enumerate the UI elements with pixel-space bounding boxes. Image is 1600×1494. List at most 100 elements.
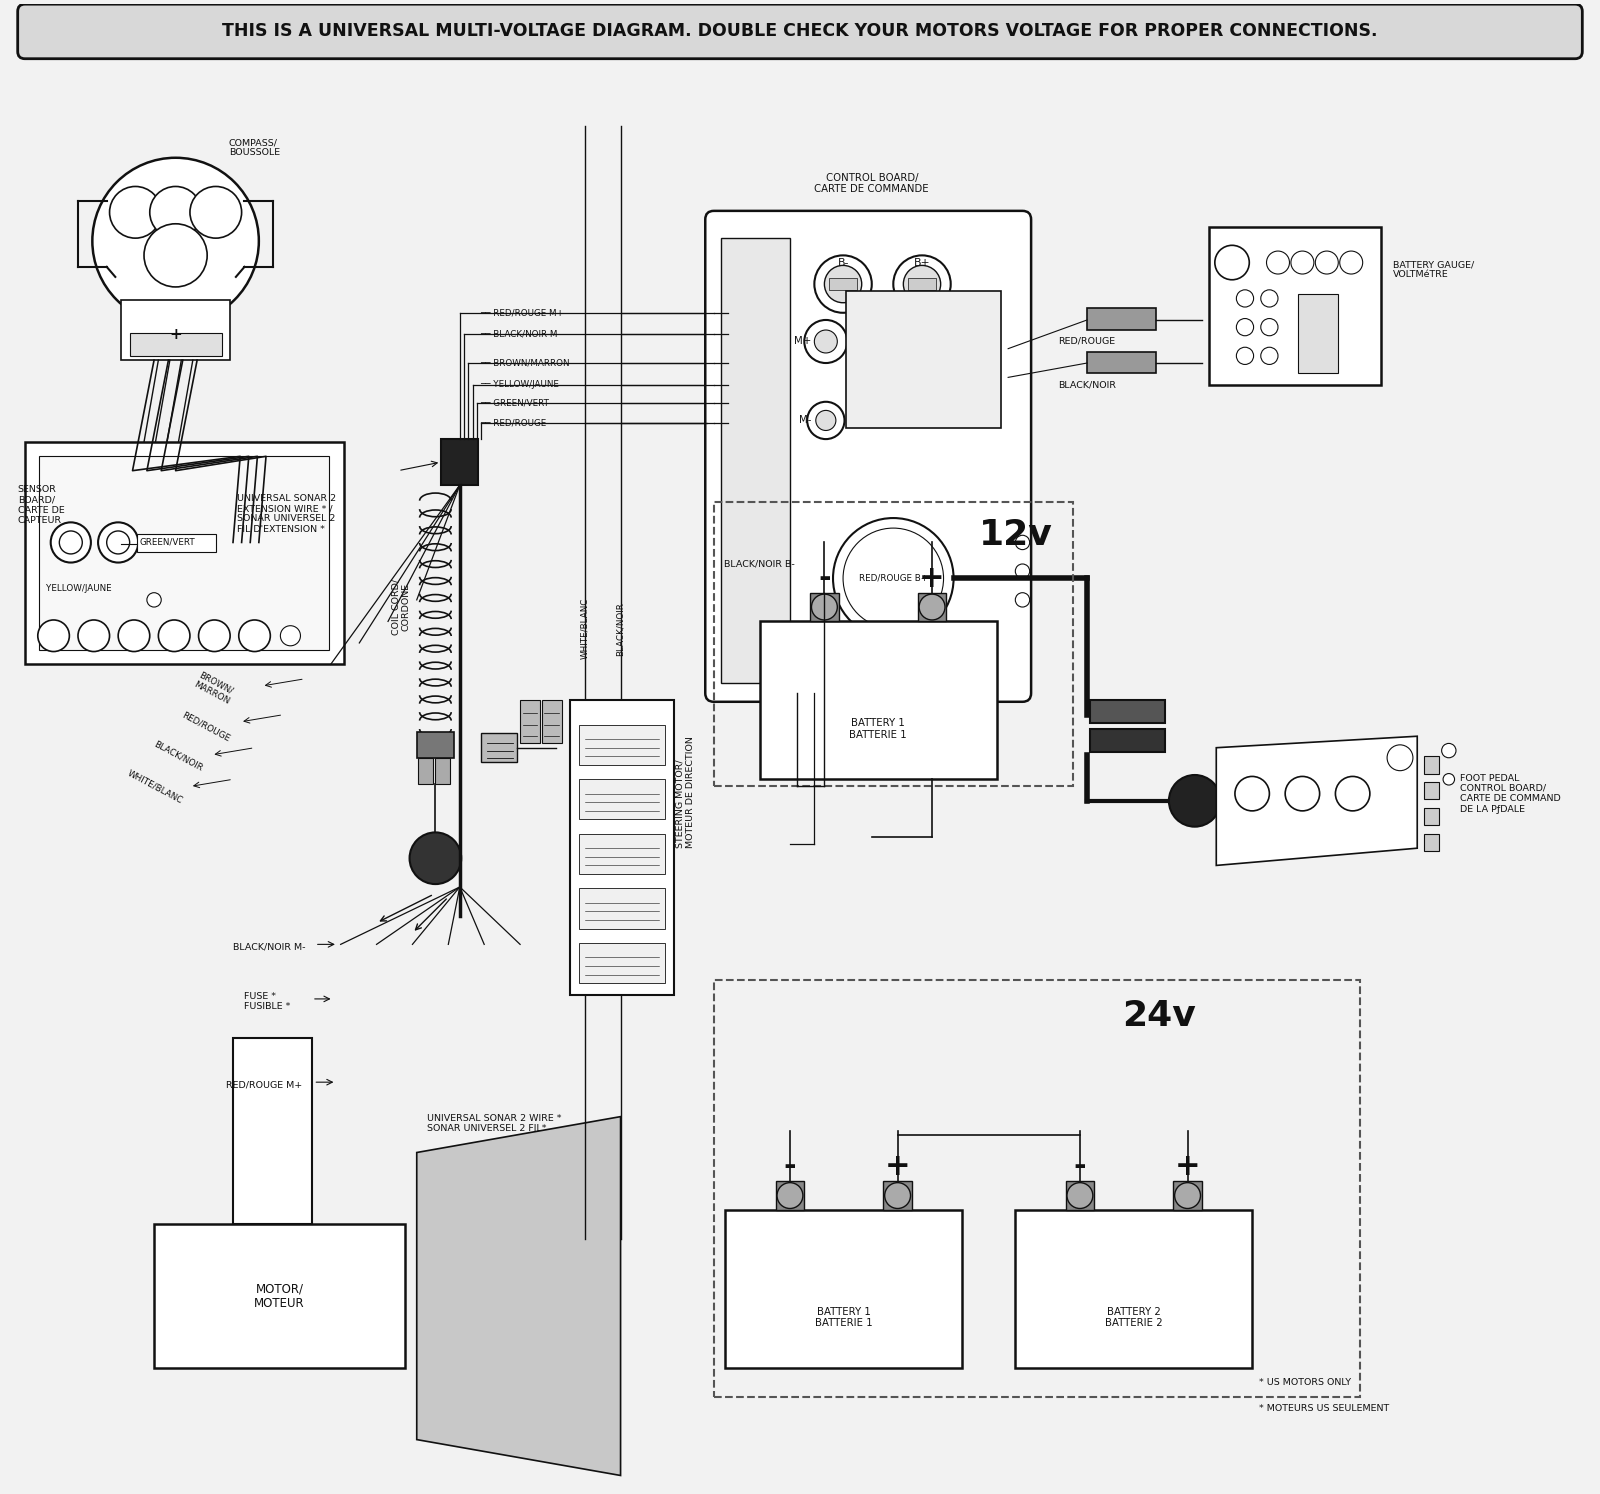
Bar (829, 278, 858, 290)
Bar (714, 980, 1360, 1397)
Circle shape (1336, 777, 1370, 811)
Circle shape (893, 255, 950, 312)
Circle shape (1016, 535, 1030, 550)
Circle shape (918, 595, 946, 620)
FancyBboxPatch shape (18, 4, 1582, 58)
Text: THIS IS A UNIVERSAL MULTI-VOLTAGE DIAGRAM. DOUBLE CHECK YOUR MOTORS VOLTAGE FOR : THIS IS A UNIVERSAL MULTI-VOLTAGE DIAGRA… (222, 22, 1378, 40)
Circle shape (190, 187, 242, 238)
Text: ── BROWN/MARRON: ── BROWN/MARRON (480, 359, 570, 368)
Bar (442, 439, 478, 486)
Text: -: - (784, 1152, 797, 1182)
Circle shape (1067, 1183, 1093, 1209)
Text: BLACK/NOIR: BLACK/NOIR (1058, 379, 1117, 388)
Circle shape (843, 527, 944, 629)
Bar (1424, 834, 1438, 852)
Text: BATTERY GAUGE/
VOLTMéTRE: BATTERY GAUGE/ VOLTMéTRE (1394, 260, 1474, 279)
Bar (138, 533, 216, 553)
Text: 24v: 24v (1122, 999, 1195, 1034)
Circle shape (150, 187, 202, 238)
Bar (40, 456, 330, 650)
Circle shape (1267, 251, 1290, 273)
Text: RED/ROUGE B+: RED/ROUGE B+ (859, 574, 928, 583)
Circle shape (814, 255, 872, 312)
Text: WHITE/BLANC: WHITE/BLANC (581, 598, 589, 659)
Bar (1424, 783, 1438, 799)
Bar (435, 757, 450, 784)
Circle shape (1237, 347, 1253, 365)
Bar (520, 701, 541, 744)
Bar (714, 502, 1072, 786)
Bar (482, 734, 517, 762)
Text: COMPASS/
BOUSSOLE: COMPASS/ BOUSSOLE (229, 137, 280, 157)
Text: RED/ROUGE: RED/ROUGE (181, 711, 232, 744)
Bar (579, 943, 666, 983)
Circle shape (1237, 290, 1253, 308)
Circle shape (109, 187, 162, 238)
Bar (722, 238, 790, 683)
Circle shape (904, 266, 941, 303)
Text: ── RED/ROUGE M+: ── RED/ROUGE M+ (480, 308, 563, 317)
Text: BATTERY 1
BATTERIE 1: BATTERY 1 BATTERIE 1 (814, 1307, 872, 1328)
Circle shape (811, 595, 837, 620)
Bar (725, 1210, 962, 1369)
Circle shape (118, 620, 150, 651)
Circle shape (238, 620, 270, 651)
Circle shape (280, 626, 301, 645)
Text: ── YELLOW/JAUNE: ── YELLOW/JAUNE (480, 379, 558, 388)
Text: B+: B+ (914, 257, 930, 267)
Text: -: - (818, 563, 830, 593)
Bar (579, 834, 666, 874)
Bar (579, 889, 666, 929)
Circle shape (1315, 251, 1338, 273)
Circle shape (814, 330, 837, 353)
Circle shape (158, 620, 190, 651)
Circle shape (147, 593, 162, 607)
Circle shape (1237, 318, 1253, 336)
Text: BATTERY 2
BATTERIE 2: BATTERY 2 BATTERIE 2 (1106, 1307, 1163, 1328)
Bar (776, 1182, 805, 1210)
Bar (579, 725, 666, 765)
Bar (130, 333, 221, 356)
Circle shape (824, 266, 862, 303)
Text: ── BLACK/NOIR M-: ── BLACK/NOIR M- (480, 330, 560, 339)
Text: MOTOR/
MOTEUR: MOTOR/ MOTEUR (254, 1282, 306, 1310)
Text: BLACK/NOIR: BLACK/NOIR (616, 602, 626, 656)
Bar (1066, 1182, 1094, 1210)
Circle shape (1442, 744, 1456, 757)
Text: GREEN/VERT: GREEN/VERT (139, 538, 195, 547)
Circle shape (1443, 774, 1454, 784)
Circle shape (805, 320, 848, 363)
Circle shape (1235, 777, 1269, 811)
Circle shape (816, 411, 835, 430)
Circle shape (1016, 563, 1030, 578)
Circle shape (78, 620, 109, 651)
Bar (1424, 756, 1438, 774)
Text: 12v: 12v (979, 518, 1053, 553)
Bar (418, 757, 432, 784)
Bar (1090, 729, 1165, 751)
Bar (579, 780, 666, 820)
Circle shape (813, 689, 821, 698)
Text: COIL CORD/
CORDONE: COIL CORD/ CORDONE (392, 580, 411, 635)
Circle shape (144, 224, 206, 287)
Text: BLACK/NOIR: BLACK/NOIR (152, 740, 203, 772)
Bar (1086, 308, 1155, 330)
Circle shape (1339, 251, 1363, 273)
Bar (907, 278, 936, 290)
Text: ── GREEN/VERT: ── GREEN/VERT (480, 399, 549, 408)
Circle shape (59, 530, 82, 554)
Text: BATTERY 1
BATTERIE 1: BATTERY 1 BATTERIE 1 (850, 719, 907, 740)
Bar (122, 300, 230, 360)
Text: BLACK/NOIR M-: BLACK/NOIR M- (234, 943, 306, 952)
Circle shape (885, 1183, 910, 1209)
Bar (234, 1038, 312, 1224)
Bar (1016, 1210, 1253, 1369)
Text: * MOTEURS US SEULEMENT: * MOTEURS US SEULEMENT (1259, 1403, 1389, 1412)
Bar (883, 1182, 912, 1210)
Circle shape (1174, 1183, 1200, 1209)
Bar (154, 1224, 405, 1369)
Circle shape (853, 689, 862, 698)
Text: BROWN/
MARRON: BROWN/ MARRON (192, 671, 237, 705)
Bar (810, 593, 838, 622)
Circle shape (1240, 775, 1293, 826)
